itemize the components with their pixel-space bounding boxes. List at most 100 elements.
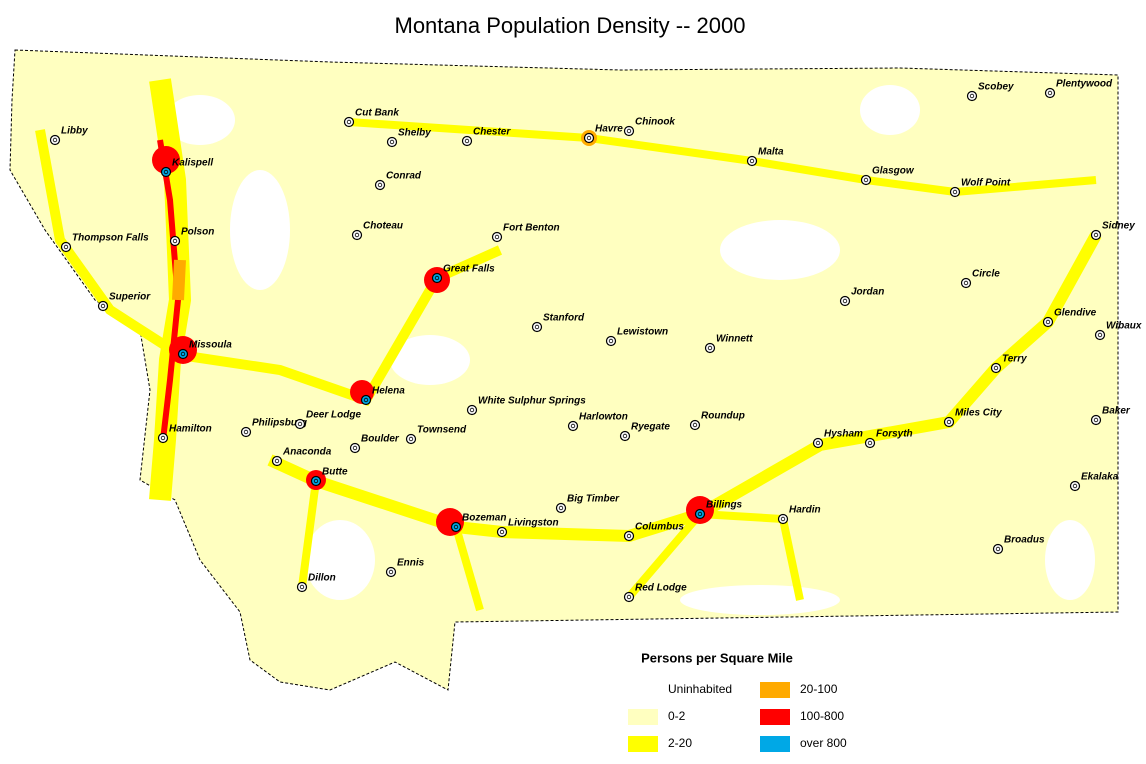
city-marker-dot [494, 234, 500, 240]
city-marker-dot [160, 435, 166, 441]
city-marker-dot [749, 158, 755, 164]
legend-label: 0-2 [668, 709, 686, 723]
legend-label: Uninhabited [668, 682, 732, 696]
city-marker-dot [952, 189, 958, 195]
city-marker-dot [469, 407, 475, 413]
city-label: Choteau [363, 221, 403, 232]
city-label: Shelby [398, 128, 431, 139]
city-marker-dot [453, 524, 459, 530]
city-marker-dot [408, 436, 414, 442]
map-title: Montana Population Density -- 2000 [395, 13, 746, 38]
city-marker-dot [697, 511, 703, 517]
city-label: Missoula [189, 340, 232, 351]
city-label: Butte [322, 467, 348, 478]
legend-swatch [760, 709, 790, 725]
city-marker-dot [63, 244, 69, 250]
city-label: Dillon [308, 573, 336, 584]
city-marker-dot [346, 119, 352, 125]
city-label: Baker [1102, 406, 1131, 417]
city-label: Polson [181, 227, 214, 238]
city-label: Hamilton [169, 424, 212, 435]
legend-label: 100-800 [800, 709, 844, 723]
legend-swatch [760, 682, 790, 698]
city-label: Forsyth [876, 429, 913, 440]
city-marker-dot [995, 546, 1001, 552]
city-marker-dot [707, 345, 713, 351]
city-label: Fort Benton [503, 223, 560, 234]
city-marker-dot [388, 569, 394, 575]
city-marker-dot [464, 138, 470, 144]
city-marker-dot [863, 177, 869, 183]
city-label: Philipsburg [252, 418, 307, 429]
city-marker-dot [780, 516, 786, 522]
city-label: Boulder [361, 434, 400, 445]
city-label: Glasgow [872, 166, 915, 177]
city-label: Ryegate [631, 422, 670, 433]
city-marker-dot [570, 423, 576, 429]
city-marker-dot [1097, 332, 1103, 338]
city-marker-dot [622, 433, 628, 439]
city-label: Livingston [508, 518, 559, 529]
legend-title: Persons per Square Mile [641, 650, 793, 665]
city-label: Thompson Falls [72, 233, 149, 244]
city-label: Anaconda [282, 447, 332, 458]
city-marker-dot [586, 135, 592, 141]
city-label: Superior [109, 292, 151, 303]
city-marker-dot [969, 93, 975, 99]
city-label: Cut Bank [355, 108, 399, 119]
city-label: Kalispell [172, 158, 213, 169]
city-label: Ekalaka [1081, 472, 1119, 483]
city-marker-dot [946, 419, 952, 425]
city-label: Hardin [789, 505, 821, 516]
city-label: Plentywood [1056, 79, 1113, 90]
city-label: Havre [595, 124, 623, 135]
city-label: Lewistown [617, 327, 668, 338]
city-marker-dot [363, 397, 369, 403]
city-label: Townsend [417, 425, 467, 436]
legend-label: over 800 [800, 736, 847, 750]
city-marker-dot [243, 429, 249, 435]
legend-swatch [628, 682, 658, 698]
legend-swatch [628, 736, 658, 752]
city-marker-dot [1047, 90, 1053, 96]
city-label: Terry [1002, 354, 1027, 365]
city-label: Columbus [635, 522, 684, 533]
city-marker-dot [1093, 232, 1099, 238]
legend-swatch [628, 709, 658, 725]
city-label: Chinook [635, 117, 675, 128]
city-label: Miles City [955, 408, 1002, 419]
city-label: Broadus [1004, 535, 1045, 546]
city-marker-dot [815, 440, 821, 446]
city-marker-dot [299, 584, 305, 590]
city-marker-dot [1045, 319, 1051, 325]
city-label: Bozeman [462, 513, 506, 524]
city-marker-dot [100, 303, 106, 309]
city-label: Roundup [701, 411, 745, 422]
city-marker-dot [180, 351, 186, 357]
city-marker-dot [842, 298, 848, 304]
city-label: Chester [473, 127, 511, 138]
city-label: Ennis [397, 558, 425, 569]
city-label: Billings [706, 500, 743, 511]
city-marker-dot [52, 137, 58, 143]
city-marker-dot [297, 421, 303, 427]
city-label: Jordan [851, 287, 884, 298]
city-marker-dot [626, 128, 632, 134]
city-marker-dot [608, 338, 614, 344]
city-marker-dot [354, 232, 360, 238]
city-label: Circle [972, 269, 1000, 280]
city-label: Stanford [543, 313, 585, 324]
city-label: Libby [61, 126, 88, 137]
city-marker-dot [1093, 417, 1099, 423]
legend-swatch [760, 736, 790, 752]
city-label: Big Timber [567, 494, 620, 505]
city-marker-dot [172, 238, 178, 244]
city-label: Malta [758, 147, 784, 158]
city-marker-dot [993, 365, 999, 371]
city-marker-dot [352, 445, 358, 451]
city-marker-dot [1072, 483, 1078, 489]
city-label: Harlowton [579, 412, 628, 423]
city-label: Glendive [1054, 308, 1097, 319]
city-marker-dot [389, 139, 395, 145]
